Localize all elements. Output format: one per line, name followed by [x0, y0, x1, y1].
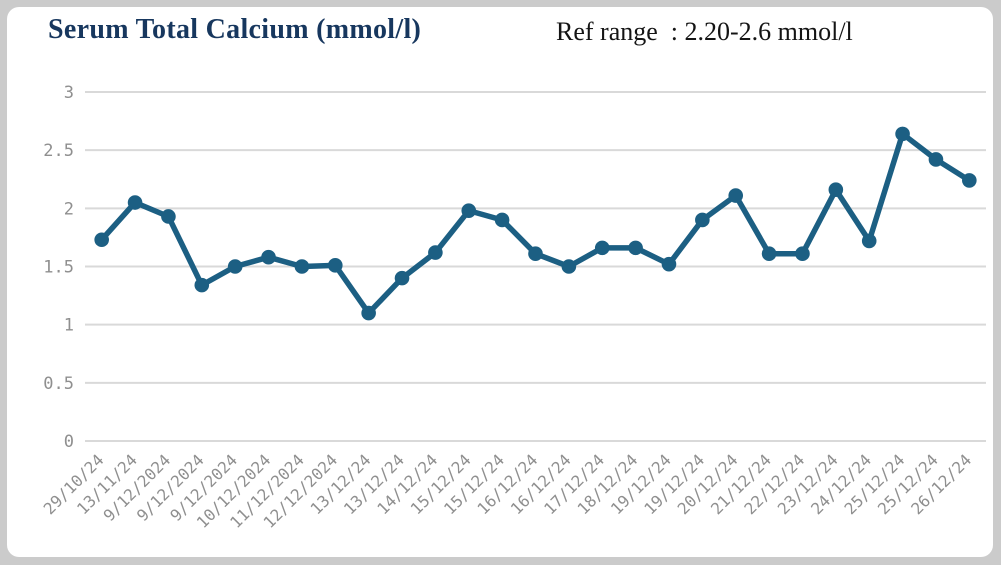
data-point-marker	[428, 245, 443, 260]
data-point-marker	[695, 212, 710, 228]
data-point-marker	[728, 188, 744, 203]
data-point-marker	[494, 212, 510, 228]
chart-title: Serum Total Calcium (mmol/l)	[48, 14, 422, 45]
data-point-marker	[361, 305, 376, 321]
data-point-marker	[161, 209, 176, 224]
data-point-marker	[294, 259, 310, 274]
y-tick-label: 0	[64, 432, 74, 452]
data-point-marker	[795, 246, 810, 262]
trend-line	[98, 131, 973, 316]
data-point-marker	[461, 203, 477, 218]
data-point-marker	[962, 173, 977, 188]
y-tick-label: 1.5	[43, 258, 74, 278]
data-point-marker	[594, 240, 610, 256]
data-point-marker	[761, 246, 777, 262]
data-point-marker	[828, 182, 844, 198]
data-point-marker	[194, 277, 210, 293]
data-point-marker	[895, 126, 910, 142]
data-point-marker	[394, 270, 410, 286]
data-point-marker	[661, 256, 677, 272]
data-point-marker	[94, 232, 109, 248]
chart-card	[7, 7, 993, 557]
y-tick-label: 1	[64, 316, 74, 336]
data-point-marker	[327, 258, 343, 273]
data-point-marker	[528, 246, 543, 262]
y-tick-label: 2.5	[43, 141, 74, 161]
y-tick-label: 3	[64, 83, 74, 103]
data-point-marker	[227, 259, 243, 274]
data-point-marker	[261, 249, 276, 265]
data-point-marker	[127, 195, 143, 210]
data-point-marker	[928, 152, 944, 167]
data-point-marker	[861, 233, 877, 249]
y-tick-label: 2	[64, 199, 74, 219]
data-point-marker	[628, 240, 643, 256]
y-tick-label: 0.5	[43, 374, 74, 394]
data-point-marker	[561, 259, 577, 274]
ref-range-label: Ref range : 2.20-2.6 mmol/l	[556, 17, 853, 46]
